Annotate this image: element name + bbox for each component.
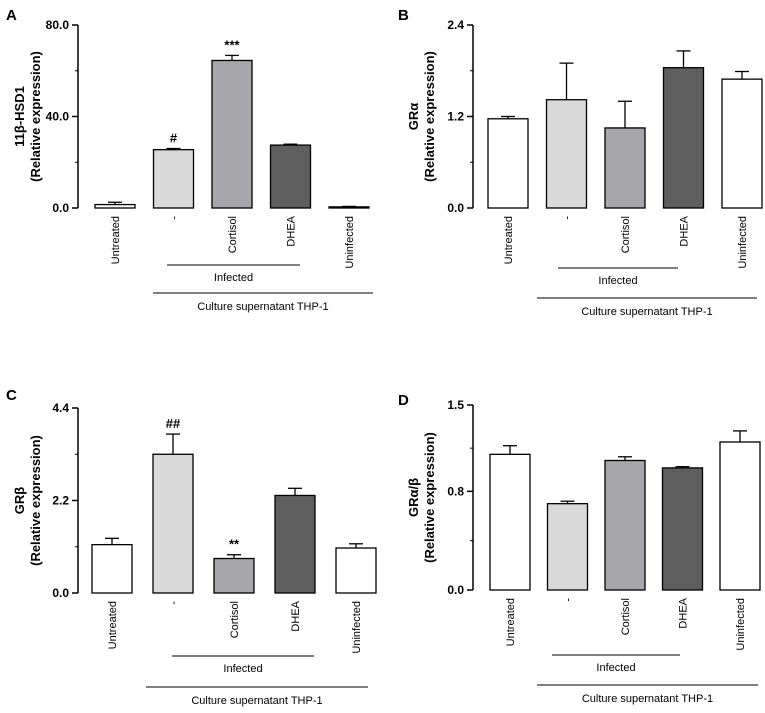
x-tick-label: Untreated xyxy=(505,598,517,646)
bar-infected-untreated xyxy=(546,503,589,591)
significance-label: *** xyxy=(224,37,240,52)
culture-label: Culture supernatant THP-1 xyxy=(582,693,713,705)
x-tick-label: Cortisol xyxy=(620,598,632,635)
infected-label: Infected xyxy=(223,663,262,675)
infected-label: Infected xyxy=(214,272,253,284)
bar-cortisol xyxy=(211,59,253,209)
culture-label: Culture supernatant THP-1 xyxy=(581,306,712,318)
x-tick-label: Cortisol xyxy=(229,601,241,638)
y-axis-label: GRβ xyxy=(12,487,27,515)
x-tick-label: Cortisol xyxy=(227,216,239,253)
chart-panel-c: C GRβ (Relative expression) 0.0 2.2 4.4 Untrea… xyxy=(6,387,377,707)
x-tick-label: Untreated xyxy=(107,601,119,649)
bar-untreated xyxy=(487,118,529,209)
x-tick-label: Uninfected xyxy=(735,598,747,651)
y-axis-label: GRα xyxy=(406,103,421,131)
y-tick-label: 1.2 xyxy=(447,110,464,124)
bar-dhea xyxy=(269,144,312,209)
y-tick-label: 0.0 xyxy=(447,583,464,597)
panel-letter: A xyxy=(6,7,17,24)
x-tick-label: Uninfected xyxy=(737,216,749,269)
culture-label: Culture supernatant THP-1 xyxy=(191,695,322,707)
x-tick-label: Uninfected xyxy=(351,601,363,654)
y-tick-label: 0.0 xyxy=(447,201,464,215)
x-tick-label: - xyxy=(562,216,574,220)
x-tick-label: DHEA xyxy=(290,600,302,631)
y-tick-label: 80.0 xyxy=(46,18,70,32)
y-axis-label: 11β-HSD1 xyxy=(12,86,27,147)
y-axis-label-sub: (Relative expression) xyxy=(422,51,437,182)
bar-dhea xyxy=(662,67,705,209)
x-tick-label: Cortisol xyxy=(620,216,632,253)
y-tick-label: 1.5 xyxy=(447,398,464,412)
bar-dhea xyxy=(661,467,704,591)
significance-label: # xyxy=(170,131,178,146)
x-tick-label: DHEA xyxy=(679,215,691,246)
x-tick-label: Uninfected xyxy=(344,216,356,269)
x-tick-label: DHEA xyxy=(678,597,690,628)
chart-panel-d: D GRα/β (Relative expression) 0.0 0.8 1.5 Untr… xyxy=(398,392,761,705)
bar-untreated xyxy=(94,203,136,209)
y-tick-label: 40.0 xyxy=(46,110,70,124)
y-axis-label-sub: (Relative expression) xyxy=(422,432,437,563)
panel-letter: C xyxy=(6,387,17,404)
bar-cortisol xyxy=(604,459,646,591)
panel-letter: D xyxy=(398,392,409,409)
y-axis-label-sub: (Relative expression) xyxy=(28,435,43,566)
bar-cortisol xyxy=(213,557,255,594)
y-axis-label: GRα/β xyxy=(406,478,421,517)
bar-infected-untreated xyxy=(152,149,195,209)
y-tick-label: 4.4 xyxy=(52,401,69,415)
y-axis-label-sub: (Relative expression) xyxy=(28,51,43,182)
chart-panel-a: A 11β-HSD1 (Relative expression) 0.0 40.0 80.… xyxy=(6,7,373,313)
panel-letter: B xyxy=(398,7,409,24)
significance-label: ** xyxy=(229,537,240,552)
bar-uninfected xyxy=(335,547,377,594)
significance-label: ## xyxy=(166,416,181,431)
y-tick-label: 2.2 xyxy=(52,494,69,508)
infected-label: Infected xyxy=(598,275,637,287)
y-tick-label: 2.4 xyxy=(447,18,464,32)
bar-uninfected xyxy=(328,206,370,209)
x-tick-label: - xyxy=(168,601,180,605)
x-tick-label: - xyxy=(169,216,181,220)
x-tick-label: Untreated xyxy=(503,216,515,264)
x-tick-label: Untreated xyxy=(110,216,122,264)
bar-untreated xyxy=(489,453,531,591)
x-tick-label: - xyxy=(563,598,575,602)
y-tick-label: 0.8 xyxy=(447,484,464,498)
infected-label: Infected xyxy=(596,662,635,674)
bar-cortisol xyxy=(604,127,646,209)
y-tick-label: 0.0 xyxy=(52,201,69,215)
culture-label: Culture supernatant THP-1 xyxy=(197,301,328,313)
bar-infected-untreated xyxy=(152,453,194,594)
y-tick-label: 0.0 xyxy=(52,586,69,600)
bar-dhea xyxy=(274,494,316,594)
bar-uninfected xyxy=(719,441,761,591)
bar-infected-untreated xyxy=(545,99,588,209)
x-tick-label: DHEA xyxy=(286,215,298,246)
bar-untreated xyxy=(91,543,133,594)
bar-uninfected xyxy=(721,78,763,209)
chart-panel-b: B GRα (Relative expression) 0.0 1.2 2.4 Untrea… xyxy=(398,7,763,318)
